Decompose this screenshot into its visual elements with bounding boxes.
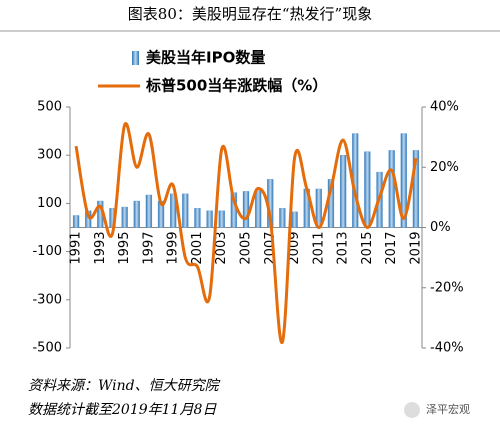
watermark: 泽平宏观: [426, 402, 470, 416]
bar: [364, 151, 371, 228]
source: 资料来源：Wind、恒大研究院: [28, 378, 221, 394]
legend-label: 美股当年IPO数量: [146, 49, 265, 67]
bar: [145, 194, 153, 228]
bar: [133, 200, 140, 228]
legend-swatch: [132, 51, 139, 65]
bar: [339, 155, 347, 228]
bar: [194, 208, 201, 228]
x-tick-label: 1991: [69, 232, 84, 265]
y-tick-label: -500: [32, 341, 62, 356]
x-tick-label: 1997: [141, 232, 156, 265]
x-tick-label: 2001: [190, 232, 205, 265]
x-tick-label: 2019: [408, 232, 423, 265]
y2-tick-label: 40%: [430, 100, 459, 115]
x-tick-label: 1993: [93, 232, 108, 265]
x-tick-label: 2011: [311, 232, 326, 265]
x-tick-label: 1995: [117, 232, 132, 265]
bar: [206, 210, 213, 228]
y2-tick-label: -20%: [430, 280, 464, 295]
y-tick-label: 500: [37, 100, 62, 115]
line: [74, 122, 418, 344]
bar: [242, 191, 250, 228]
bar: [72, 215, 80, 228]
bar: [218, 210, 225, 228]
y-tick-label: 100: [37, 196, 62, 211]
y2-tick-label: 20%: [430, 160, 459, 175]
x-tick-label: 2015: [360, 232, 375, 265]
y-tick-label: -100: [32, 244, 62, 259]
note: 数据统计截至2019年11月8日: [28, 402, 217, 418]
legend-label: 标普500当年涨跌幅（%）: [145, 77, 327, 95]
x-tick-label: 2007: [263, 232, 278, 265]
y2-tick-label: -40%: [430, 341, 464, 356]
x-tick-label: 2013: [336, 232, 351, 265]
x-tick-label: 2009: [287, 232, 302, 265]
bar: [254, 188, 262, 228]
x-tick-label: 2005: [239, 232, 254, 265]
bar: [412, 150, 420, 228]
bar: [291, 211, 298, 228]
bar: [182, 193, 189, 228]
x-tick-label: 1999: [166, 232, 181, 265]
bar: [279, 208, 286, 228]
y-tick-label: 300: [37, 148, 62, 163]
chart-title: 图表80：美股明显存在“热发行”现象: [128, 5, 372, 23]
x-tick-label: 2003: [214, 232, 229, 265]
bar: [170, 193, 177, 228]
watermark-icon: [404, 402, 420, 418]
bar: [121, 206, 128, 228]
x-tick-label: 2017: [384, 232, 399, 265]
y2-tick-label: 0%: [430, 220, 451, 235]
y-tick-label: -300: [32, 292, 62, 307]
bar: [388, 150, 395, 228]
bar: [400, 133, 407, 228]
